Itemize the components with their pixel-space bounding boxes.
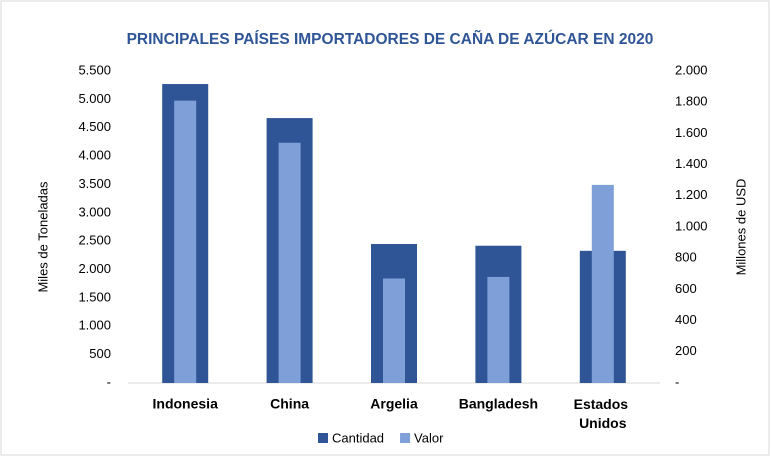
bar	[487, 276, 510, 383]
bar	[591, 184, 614, 383]
y2-tick-label: 1.400	[675, 156, 708, 171]
y2-tick-label: 1.800	[675, 94, 708, 109]
legend-swatch	[400, 433, 411, 443]
y2-tick-label: -	[675, 374, 679, 389]
y2-axis-title: Millones de USD	[733, 179, 748, 276]
y2-tick-label: 1.600	[675, 125, 708, 140]
y-tick-label: 4.500	[78, 119, 111, 134]
y-tick-label: 5.500	[78, 62, 111, 77]
y2-tick-label: 600	[675, 281, 697, 296]
y-tick-label: 4.000	[78, 148, 111, 163]
bar	[174, 100, 197, 383]
y-axis-title: Miles de Toneladas	[35, 181, 50, 293]
x-tick-label: Estados Unidos	[574, 396, 632, 431]
legend-swatch	[318, 433, 328, 443]
bar	[278, 142, 301, 383]
x-tick-label: Indonesia	[153, 396, 219, 412]
y-tick-label: 2.500	[78, 233, 111, 248]
y2-tick-label: 200	[675, 343, 697, 358]
x-tick-label: China	[270, 396, 309, 412]
y-tick-label: 1.500	[78, 289, 111, 304]
y2-tick-label: 1.200	[675, 187, 708, 202]
y2-tick-label: 2.000	[675, 62, 708, 77]
y-tick-label: 1.000	[78, 318, 111, 333]
legend-label: Valor	[414, 430, 444, 445]
y-tick-label: 3.000	[78, 204, 111, 219]
bar	[383, 278, 405, 383]
y-tick-label: 2.000	[78, 261, 111, 276]
x-tick-label: Bangladesh	[459, 396, 538, 412]
y2-tick-label: 1.000	[675, 218, 708, 233]
y-tick-label: 3.500	[78, 176, 111, 191]
y-tick-label: 5.000	[78, 91, 111, 106]
x-tick-label: Argelia	[370, 396, 418, 412]
y2-tick-label: 800	[675, 250, 697, 265]
y2-tick-label: 400	[675, 312, 697, 327]
y-tick-label: -	[107, 374, 111, 389]
chart-title: PRINCIPALES PAÍSES IMPORTADORES DE CAÑA …	[127, 30, 654, 48]
legend-label: Cantidad	[332, 430, 384, 445]
y-tick-label: 500	[89, 346, 111, 361]
